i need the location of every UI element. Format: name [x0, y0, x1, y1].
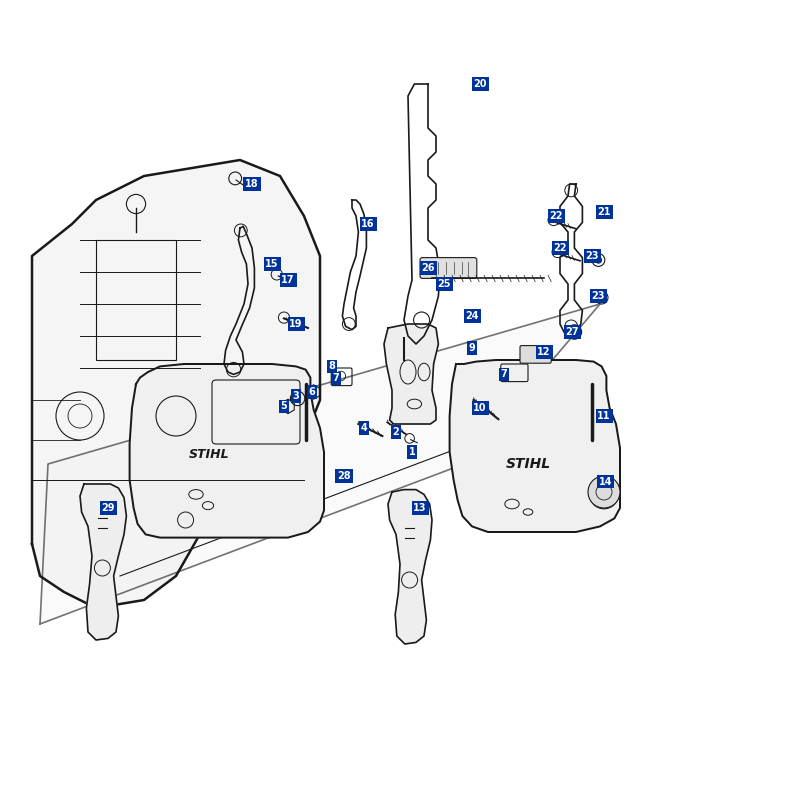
- Text: 17: 17: [282, 275, 294, 285]
- Text: STIHL: STIHL: [506, 457, 550, 471]
- Text: 6: 6: [309, 387, 315, 397]
- Text: 21: 21: [598, 207, 610, 217]
- Text: 26: 26: [422, 263, 434, 273]
- Text: 7: 7: [333, 374, 339, 383]
- Text: 8: 8: [329, 362, 335, 371]
- Text: 18: 18: [245, 179, 259, 189]
- Text: 11: 11: [598, 411, 610, 421]
- Polygon shape: [384, 324, 438, 424]
- Polygon shape: [388, 490, 432, 644]
- Text: 28: 28: [337, 471, 351, 481]
- Text: 22: 22: [554, 243, 566, 253]
- Text: 3: 3: [293, 391, 299, 401]
- Text: 15: 15: [266, 259, 278, 269]
- Text: 23: 23: [592, 291, 605, 301]
- Text: 9: 9: [469, 343, 475, 353]
- FancyBboxPatch shape: [520, 346, 551, 363]
- Circle shape: [595, 257, 602, 263]
- Text: 13: 13: [414, 503, 426, 513]
- Text: 19: 19: [290, 319, 302, 329]
- Text: 24: 24: [466, 311, 478, 321]
- Text: 1: 1: [409, 447, 415, 457]
- Polygon shape: [40, 304, 600, 624]
- Polygon shape: [80, 484, 126, 640]
- Text: 5: 5: [281, 402, 287, 411]
- FancyBboxPatch shape: [420, 258, 477, 278]
- Polygon shape: [32, 160, 320, 608]
- Text: 22: 22: [550, 211, 562, 221]
- Text: 12: 12: [538, 347, 550, 357]
- Circle shape: [588, 476, 620, 508]
- Text: 20: 20: [474, 79, 486, 89]
- Text: 10: 10: [474, 403, 486, 413]
- Text: 25: 25: [438, 279, 450, 289]
- Polygon shape: [130, 364, 324, 538]
- Text: 2: 2: [393, 427, 399, 437]
- Text: 27: 27: [566, 327, 578, 337]
- Text: 23: 23: [586, 251, 598, 261]
- Text: 7: 7: [501, 370, 507, 379]
- Polygon shape: [450, 360, 620, 532]
- Text: 16: 16: [362, 219, 374, 229]
- Text: STIHL: STIHL: [190, 448, 230, 461]
- Text: 29: 29: [102, 503, 114, 513]
- Circle shape: [598, 294, 605, 301]
- Text: 14: 14: [599, 477, 612, 486]
- Text: 4: 4: [361, 423, 367, 433]
